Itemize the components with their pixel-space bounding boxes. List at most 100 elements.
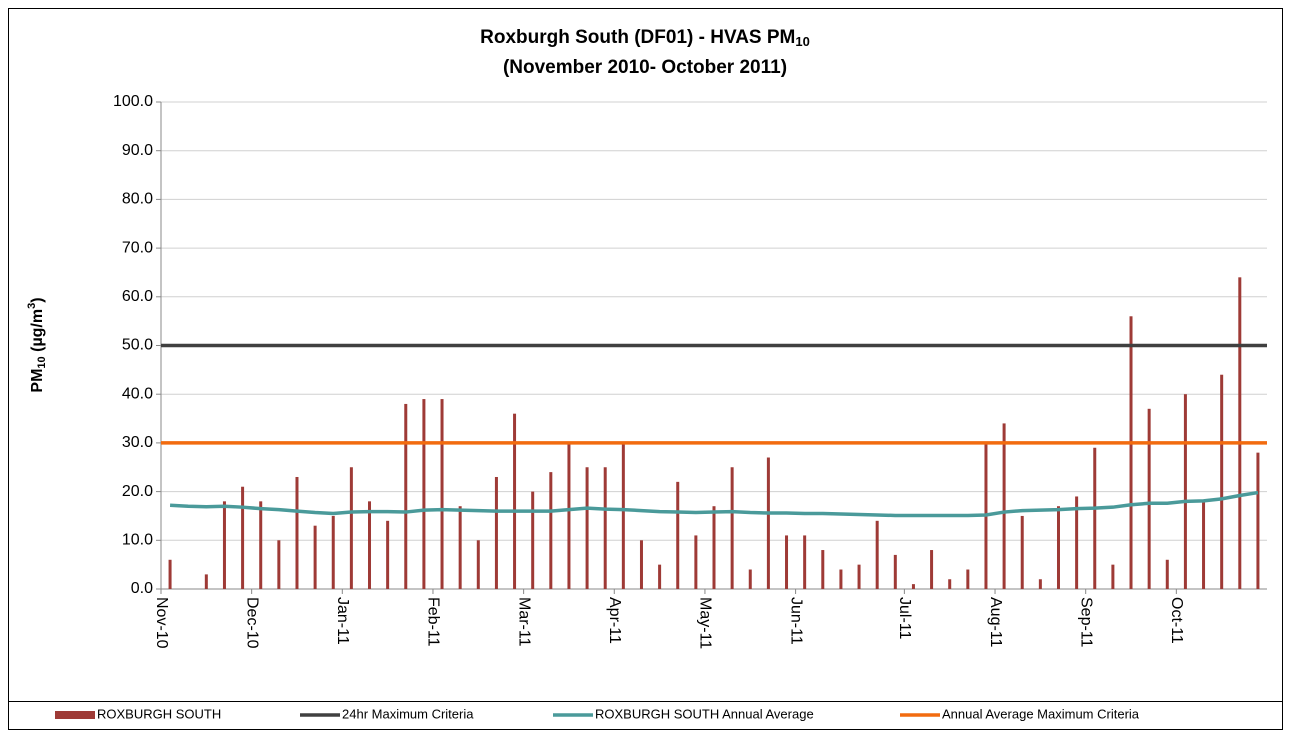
bar	[1256, 452, 1260, 589]
bar	[313, 525, 317, 589]
line	[169, 490, 1259, 518]
bar	[694, 535, 698, 589]
bar	[730, 467, 734, 589]
legend-label: Annual Average Maximum Criteria	[942, 706, 1140, 721]
bar	[440, 399, 444, 589]
y-tick-label: 20.0	[122, 483, 153, 500]
bar	[1147, 408, 1151, 589]
bar	[966, 569, 970, 589]
bar	[476, 540, 480, 589]
bar	[1111, 564, 1115, 589]
bar	[821, 550, 825, 589]
bar	[1075, 496, 1079, 589]
ylabel-part: PM	[29, 369, 46, 393]
x-tick-label: Dec-10	[243, 597, 260, 649]
bar	[513, 413, 517, 589]
bar	[785, 535, 789, 589]
bar	[585, 467, 589, 589]
title-text: Roxburgh South (DF01) - HVAS PM	[480, 27, 795, 48]
bar	[712, 506, 716, 589]
y-tick-label: 30.0	[122, 434, 153, 451]
y-tick-label: 70.0	[122, 239, 153, 256]
y-tick-label: 10.0	[122, 532, 153, 549]
bar	[948, 579, 952, 589]
x-tick-label: Apr-11	[606, 597, 623, 644]
bar	[1183, 394, 1187, 589]
y-axis-label: PM10 (µg/m3)	[26, 297, 48, 392]
x-tick-label: Oct-11	[1168, 597, 1185, 644]
bar	[1056, 506, 1060, 589]
bar	[1020, 515, 1024, 589]
y-tick-label: 60.0	[122, 288, 153, 305]
bar	[839, 569, 843, 589]
bar	[748, 569, 752, 589]
bar	[875, 520, 879, 589]
bar	[295, 476, 299, 589]
y-tick-label: 90.0	[122, 142, 153, 159]
x-tick-label: Sep-11	[1077, 597, 1094, 648]
bar	[676, 481, 680, 589]
bar	[603, 467, 607, 589]
bar	[386, 520, 390, 589]
ylabel-sub: 10	[36, 356, 48, 368]
bar	[567, 442, 571, 589]
legend-label: 24hr Maximum Criteria	[342, 706, 474, 721]
y-tick-label: 100.0	[113, 93, 153, 110]
bar	[204, 574, 208, 589]
legend-label: ROXBURGH SOUTH	[97, 706, 221, 721]
bar	[911, 584, 915, 589]
bar	[531, 491, 535, 589]
bar	[1238, 277, 1242, 589]
y-tick-label: 50.0	[122, 337, 153, 354]
bar	[222, 501, 226, 589]
ylabel-sup: 3	[26, 303, 38, 309]
x-tick-label: Feb-11	[425, 597, 442, 647]
bar	[893, 554, 897, 589]
x-tick-label: Mar-11	[515, 597, 532, 647]
x-tick-label: Jan-11	[334, 597, 351, 645]
bar	[621, 442, 625, 589]
x-tick-label: Jul-11	[896, 597, 913, 639]
bar	[930, 550, 934, 589]
bar	[368, 501, 372, 589]
x-tick-label: Jun-11	[787, 597, 804, 645]
bar	[639, 540, 643, 589]
bar	[1038, 579, 1042, 589]
y-tick-label: 0.0	[131, 580, 153, 597]
bar	[331, 515, 335, 589]
bar	[1165, 559, 1169, 589]
chart-title: Roxburgh South (DF01) - HVAS PM10	[480, 27, 810, 49]
legend-swatch	[55, 711, 95, 719]
bar	[241, 486, 245, 589]
bar	[168, 559, 172, 589]
x-tick-label: Nov-10	[153, 597, 170, 649]
bar	[1129, 316, 1133, 589]
bar	[349, 467, 353, 589]
x-tick-label: Aug-11	[987, 597, 1004, 648]
bar	[803, 535, 807, 589]
bar	[549, 472, 553, 589]
bar	[259, 501, 263, 589]
bar	[1202, 501, 1206, 589]
bar	[1220, 374, 1224, 589]
chart-subtitle: (November 2010- October 2011)	[503, 57, 787, 78]
bar	[857, 564, 861, 589]
x-tick-label: May-11	[697, 597, 714, 649]
legend-box	[8, 701, 1283, 730]
y-tick-label: 40.0	[122, 385, 153, 402]
bar	[277, 540, 281, 589]
bar	[494, 476, 498, 589]
y-tick-label: 80.0	[122, 191, 153, 208]
legend-label: ROXBURGH SOUTH Annual Average	[595, 706, 814, 721]
bar	[1093, 447, 1097, 589]
ylabel-part: (µg/m	[29, 309, 46, 356]
bar	[458, 506, 462, 589]
ylabel-part: )	[29, 297, 46, 302]
chart-border	[8, 8, 1283, 730]
bar	[766, 457, 770, 589]
bar	[422, 399, 426, 589]
title-sub: 10	[795, 34, 809, 49]
bar	[1002, 423, 1006, 589]
bar	[404, 403, 408, 589]
